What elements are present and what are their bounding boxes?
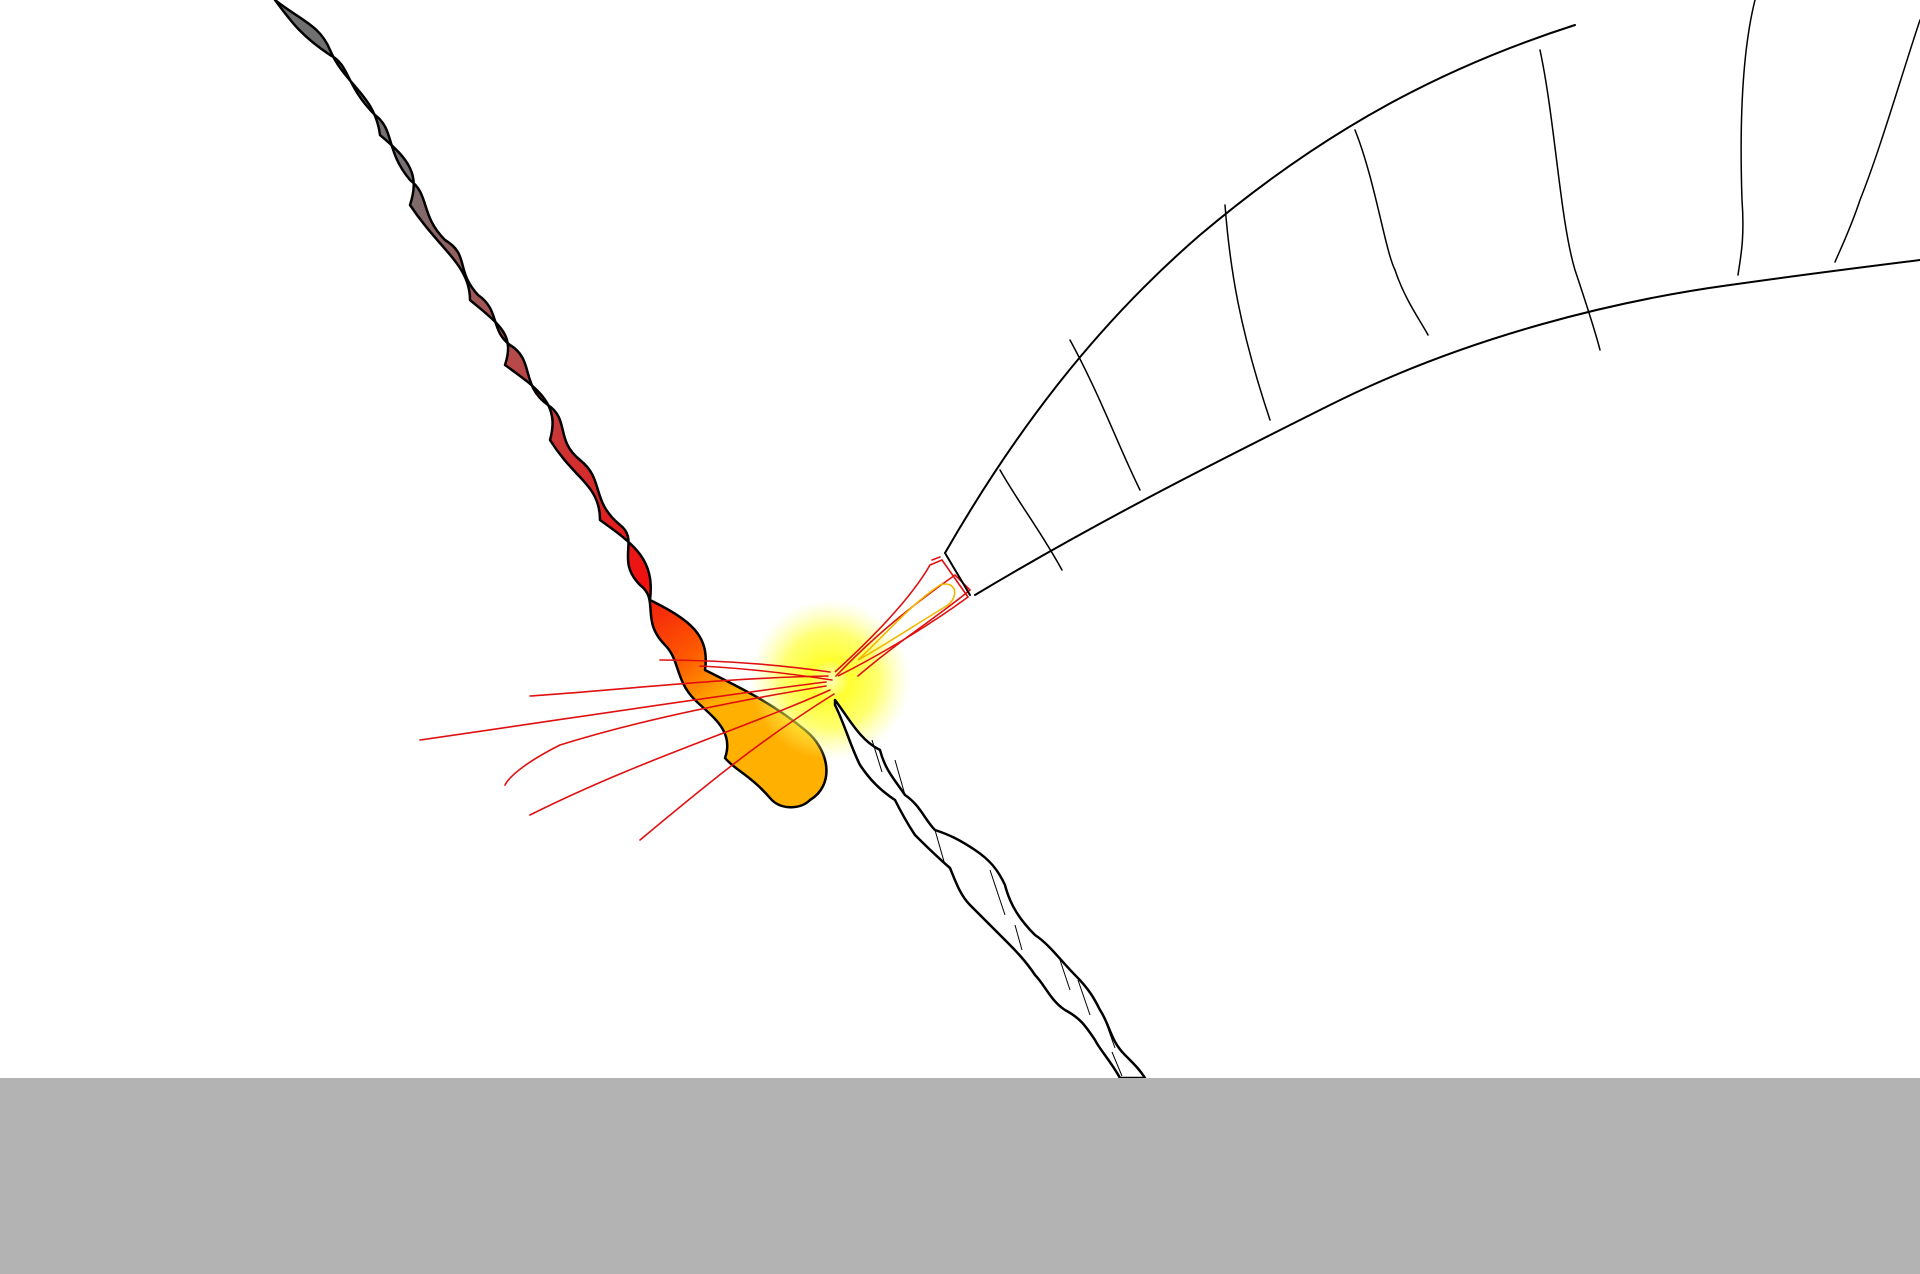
burning-rope	[273, 0, 828, 809]
structure-rib	[999, 469, 1063, 571]
structure-rib	[1539, 49, 1601, 351]
frayed-rope	[833, 698, 1147, 1080]
structure-tip-edge	[944, 552, 971, 596]
structure-rib	[1069, 339, 1141, 491]
spark	[659, 659, 831, 673]
spark	[931, 556, 941, 561]
structure-rib	[1737, 0, 1756, 276]
spark	[529, 675, 829, 697]
spark	[419, 681, 827, 741]
sparks	[419, 556, 972, 841]
spark	[504, 685, 827, 786]
structure-top-edge	[944, 24, 1576, 554]
structure-rib	[1354, 129, 1429, 336]
spark	[529, 689, 831, 816]
spark	[699, 665, 833, 681]
ground	[0, 1078, 1920, 1274]
structure-bottom-edge	[974, 259, 1920, 596]
structure-rib	[1224, 204, 1271, 421]
structure-rib	[1834, 19, 1920, 263]
curved-structure	[944, 0, 1920, 596]
connector-flame	[834, 559, 970, 677]
spark	[639, 693, 835, 841]
